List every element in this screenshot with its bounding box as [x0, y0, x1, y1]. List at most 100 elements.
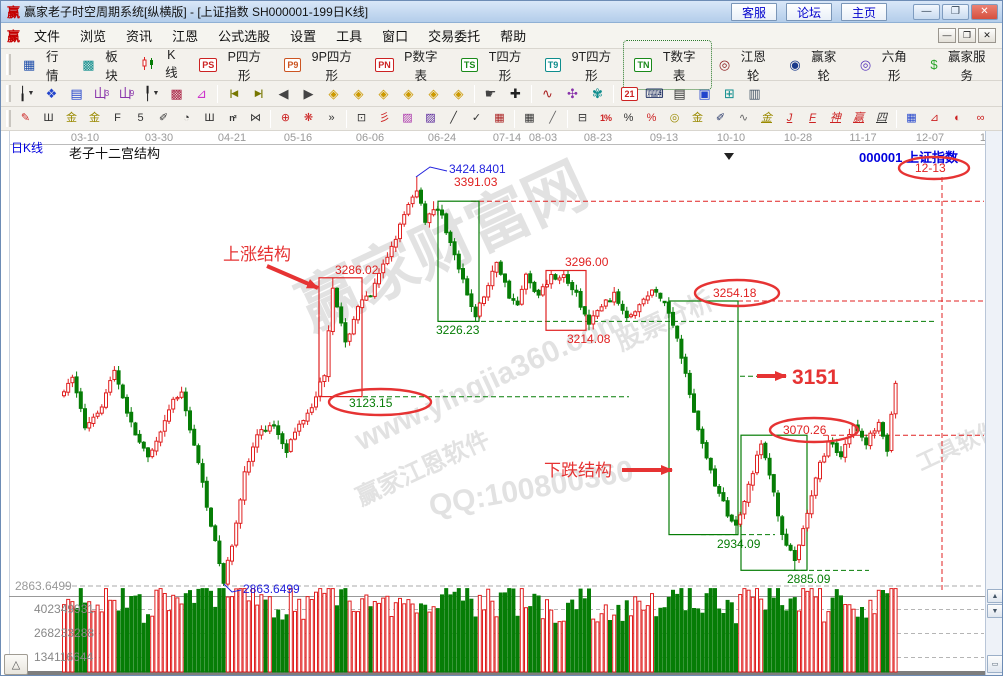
gann-wheel-button[interactable]: ◎ 江恩轮	[710, 42, 780, 88]
hatch-tool-button[interactable]: ╱	[541, 109, 564, 128]
export-button[interactable]: ⊞	[717, 83, 742, 104]
frame-tool-button[interactable]: ⊡	[350, 109, 373, 128]
trend-zigzag-button[interactable]: ∿	[535, 83, 560, 104]
menu-item-formula-stock-pick[interactable]: 公式选股	[218, 29, 271, 44]
chart-dropdown-marker[interactable]	[724, 153, 734, 160]
mdi-close-button[interactable]: ✕	[978, 28, 996, 43]
red-matrix-button[interactable]: ▩	[164, 83, 189, 104]
menu-item-trade-entrust[interactable]: 交易委托	[428, 29, 481, 44]
network-overlay-button[interactable]: ❖	[39, 83, 64, 104]
customer-service-button[interactable]: 客服	[731, 2, 777, 21]
print-button[interactable]: ▥	[742, 83, 767, 104]
star-burst-button[interactable]: ❋	[297, 109, 320, 128]
j-angle-button[interactable]: J	[778, 109, 801, 128]
diamond-left-button[interactable]: ◈	[321, 83, 346, 104]
ink-pen-button[interactable]: ✐	[709, 109, 732, 128]
ying-angle-button[interactable]: 赢	[847, 109, 870, 128]
more-tools-button[interactable]: »	[320, 109, 343, 128]
diamond-expand-all-button[interactable]: ◈	[446, 83, 471, 104]
compass-target-button[interactable]: ⊕	[274, 109, 297, 128]
menu-item-window[interactable]: 窗口	[382, 29, 409, 44]
9p-square-button[interactable]: P9 9P四方形	[275, 42, 366, 88]
9t-square-button[interactable]: T9 9T四方形	[536, 42, 626, 88]
p-number-table-button[interactable]: PN P数字表	[366, 42, 452, 88]
one-percent-button[interactable]: 1%	[594, 109, 617, 128]
si-angle-button[interactable]: 四	[870, 109, 893, 128]
title-bar[interactable]: 赢 赢家老子时空周期系统[纵横版] - [上证指数 SH000001-199日K…	[1, 1, 1002, 23]
diamond-shrink-all-button[interactable]: ◈	[421, 83, 446, 104]
cycle-tool-button[interactable]: ✾	[585, 83, 610, 104]
gold-grid-2-button[interactable]: 金	[83, 109, 106, 128]
menu-item-news[interactable]: 资讯	[126, 29, 153, 44]
f-angle-button[interactable]: F	[801, 109, 824, 128]
ray-fan-button[interactable]: 彡	[373, 109, 396, 128]
t-square-button[interactable]: TS T四方形	[452, 42, 536, 88]
expand-pane-button[interactable]: △	[4, 654, 28, 675]
info-note-button[interactable]: ▤	[64, 83, 89, 104]
restore-button[interactable]: ❐	[942, 3, 969, 20]
scroll-down-button[interactable]: ▼	[987, 604, 1002, 618]
diamond-h-shrink-button[interactable]: ◈	[396, 83, 421, 104]
gann-suit-button[interactable]: ✣	[560, 83, 585, 104]
percent-line-button[interactable]: %	[640, 109, 663, 128]
last-screen-button[interactable]: ▶|	[246, 83, 271, 104]
bottom-scroll-strip[interactable]	[9, 671, 985, 676]
calculator-button[interactable]: ⌨	[642, 83, 667, 104]
quotes-button[interactable]: ▦ 行情	[14, 42, 73, 88]
candle-switch-button[interactable]: ╿ ▼	[139, 83, 164, 104]
kline-style-button[interactable]: ╽ ▼	[14, 83, 39, 104]
gold-grid-1-button[interactable]: 金	[60, 109, 83, 128]
gold-angle-button[interactable]: 金	[755, 109, 778, 128]
menu-item-browse[interactable]: 浏览	[80, 29, 107, 44]
check-tool-button[interactable]: ✓	[465, 109, 488, 128]
wave-tool-button[interactable]: ∿	[732, 109, 755, 128]
red-grid-button[interactable]: ▦	[488, 109, 511, 128]
p-square-button[interactable]: PS P四方形	[190, 42, 275, 88]
report-doc-button[interactable]: ▤	[667, 83, 692, 104]
minimize-button[interactable]: —	[913, 3, 940, 20]
chart-canvas[interactable]: 赢家财富网www.yingjia360.com股票分析赢家江恩软件QQ:1008…	[1, 131, 1003, 676]
mirror-tool-button[interactable]: ⋈	[244, 109, 267, 128]
menu-item-file[interactable]: 文件	[34, 29, 61, 44]
gold-circle-button[interactable]: ◎	[663, 109, 686, 128]
mini-trend-button[interactable]: ⊿	[923, 109, 946, 128]
sectors-button[interactable]: ▩ 板块	[73, 42, 132, 88]
shen-angle-button[interactable]: 神	[824, 109, 847, 128]
winner-wheel-button[interactable]: ◉ 赢家轮	[780, 42, 850, 88]
taiji-button[interactable]: ◐	[946, 109, 969, 128]
rect-rays-2-button[interactable]: ▨	[419, 109, 442, 128]
diamond-h-expand-button[interactable]: ◈	[371, 83, 396, 104]
f-grid-button[interactable]: F	[106, 109, 129, 128]
menu-item-help[interactable]: 帮助	[500, 29, 527, 44]
panel-corner-button[interactable]: ▭	[987, 655, 1002, 673]
mdi-minimize-button[interactable]: —	[938, 28, 956, 43]
hand-drag-button[interactable]: ☛	[478, 83, 503, 104]
time-fence-button[interactable]: Ш	[198, 109, 221, 128]
t-number-table-button[interactable]: TN T数字表	[623, 39, 712, 90]
dark-grid-button[interactable]: ▦	[518, 109, 541, 128]
five-spiral-button[interactable]: 5	[129, 109, 152, 128]
gann-circle-button[interactable]: ◔	[175, 109, 198, 128]
save-button[interactable]: ▣	[692, 83, 717, 104]
homepage-button[interactable]: 主页	[841, 2, 887, 21]
gold-bar-button[interactable]: 金	[686, 109, 709, 128]
infinity-button[interactable]: ∞	[969, 109, 992, 128]
dual-pen-button[interactable]: ╱	[442, 109, 465, 128]
stat-frame-button[interactable]: ⊟	[571, 109, 594, 128]
first-screen-button[interactable]: |◀	[221, 83, 246, 104]
gann-fence-button[interactable]: Ш	[37, 109, 60, 128]
crosshair-button[interactable]: ✚	[503, 83, 528, 104]
next-bar-button[interactable]: ▶	[296, 83, 321, 104]
color-flag-button[interactable]: ⊿	[189, 83, 214, 104]
calendar-button[interactable]: 21	[617, 83, 642, 104]
forum-button[interactable]: 论坛	[786, 2, 832, 21]
diamond-right-button[interactable]: ◈	[346, 83, 371, 104]
angle-pen-button[interactable]: ✐	[152, 109, 175, 128]
prev-bar-button[interactable]: ◀	[271, 83, 296, 104]
color-grid-button[interactable]: ▦	[900, 109, 923, 128]
draw-pen-button[interactable]: ✎	[14, 109, 37, 128]
menu-item-settings[interactable]: 设置	[290, 29, 317, 44]
menu-item-tools[interactable]: 工具	[336, 29, 363, 44]
